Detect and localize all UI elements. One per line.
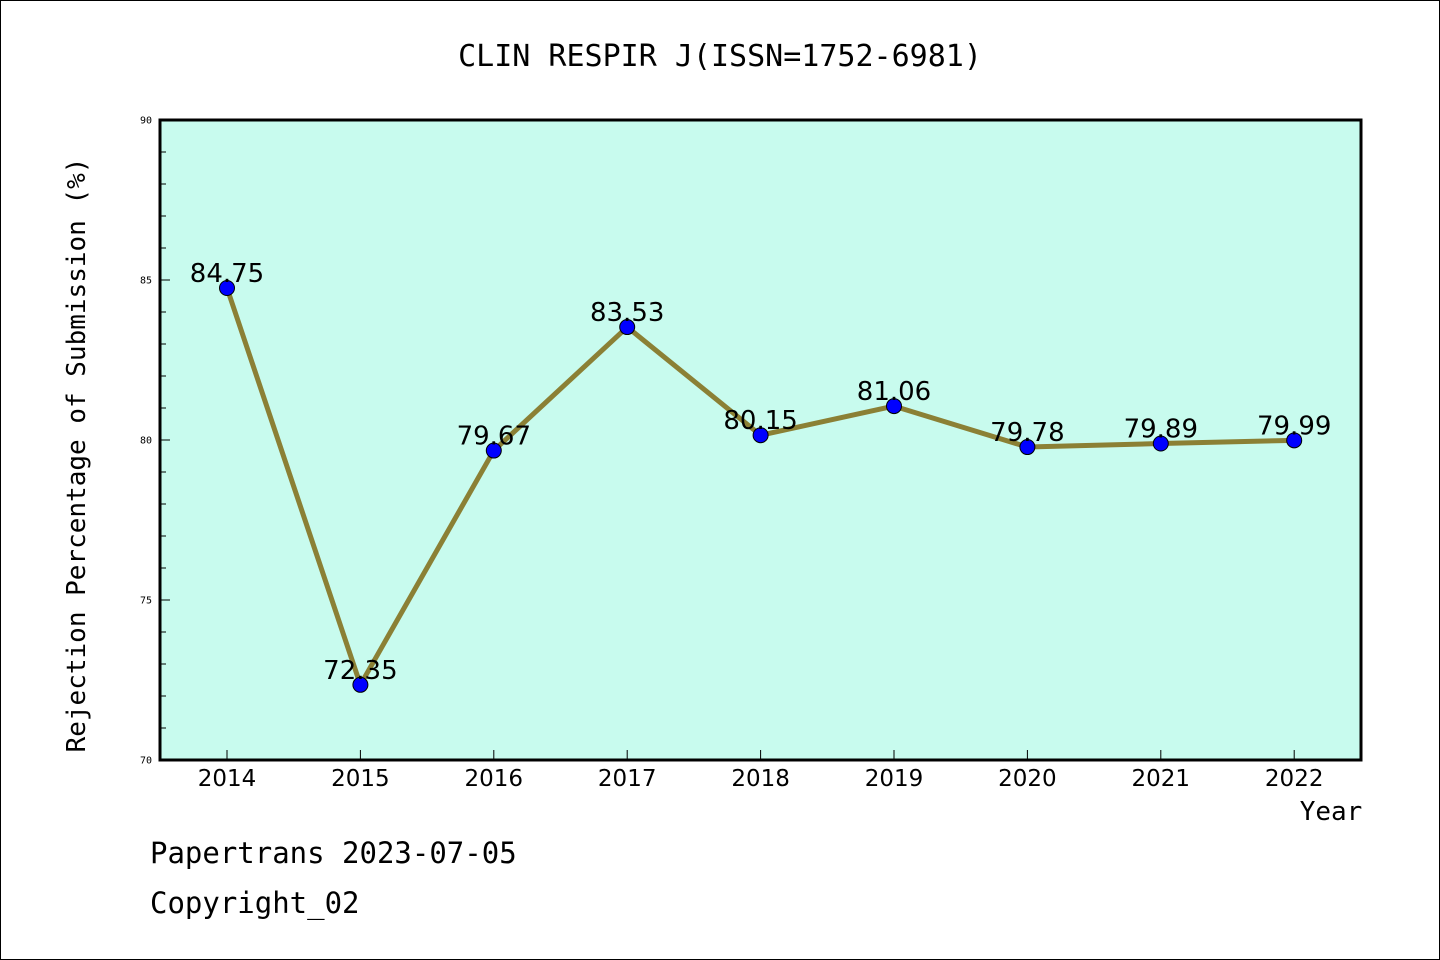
- data-label: 84.75: [190, 259, 264, 289]
- x-tick-label: 2014: [198, 766, 257, 792]
- data-label: 80.15: [723, 406, 797, 436]
- footer-date-text: Papertrans 2023-07-05: [150, 836, 517, 870]
- plot-frame: [158, 118, 1363, 762]
- data-point: [1152, 435, 1169, 452]
- data-label: 72.35: [323, 656, 397, 686]
- y-tick-label: 70: [140, 756, 152, 767]
- data-point: [752, 427, 769, 444]
- y-tick-label: 80: [140, 436, 152, 447]
- data-point: [352, 676, 369, 693]
- x-tick-label: 2016: [465, 766, 524, 792]
- data-point: [886, 398, 902, 415]
- data-label: 79.67: [457, 422, 531, 452]
- x-tick-label: 2019: [865, 766, 924, 792]
- data-point: [219, 280, 235, 296]
- data-label: 79.78: [990, 418, 1064, 448]
- data-point: [1019, 439, 1036, 456]
- y-tick-label: 85: [140, 276, 152, 287]
- x-tick-label: 2018: [731, 766, 790, 792]
- chart-title: CLIN RESPIR J(ISSN=1752-6981): [458, 39, 982, 74]
- data-point: [485, 442, 502, 459]
- x-tick-label: 2020: [998, 766, 1057, 792]
- data-markers: [219, 280, 1303, 693]
- data-label: 79.99: [1257, 411, 1331, 441]
- x-tick-label: 2022: [1265, 766, 1324, 792]
- x-axis-ticks: 2014 2015 2016 2017 2018 2019 2020 2021 2022: [198, 750, 1324, 792]
- y-axis-ticks: 70 75 80 85 90: [140, 116, 170, 767]
- y-tick-label: 90: [140, 116, 152, 127]
- x-axis-title: Year: [1300, 797, 1363, 827]
- x-tick-label: 2021: [1132, 766, 1191, 792]
- x-tick-label: 2017: [598, 766, 657, 792]
- data-point: [619, 319, 636, 336]
- x-tick-label: 2015: [331, 766, 390, 792]
- y-tick-label: 75: [140, 596, 152, 607]
- data-labels: 84.75 72.35 79.67 83.53 80.15 81.06 79.78 79.89…: [190, 259, 1332, 686]
- y-axis-title: Rejection Percentage of Submission (%): [62, 158, 92, 753]
- data-label: 83.53: [590, 298, 664, 328]
- data-label: 81.06: [857, 377, 931, 407]
- data-point: [1286, 432, 1303, 449]
- data-label: 79.89: [1124, 415, 1198, 445]
- footer-copyright-text: Copyright_02: [150, 886, 360, 921]
